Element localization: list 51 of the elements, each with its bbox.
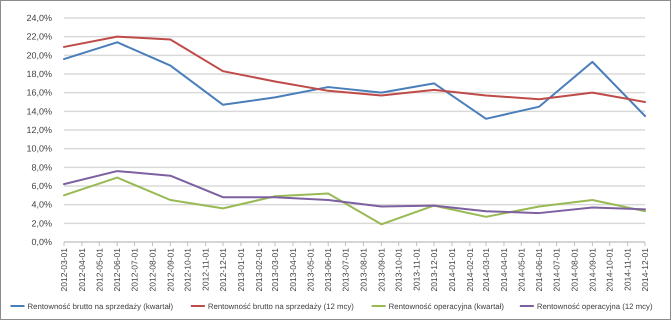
x-tick-label: 2013-03-01 bbox=[270, 248, 280, 292]
y-tick-label: 16,0% bbox=[26, 88, 52, 98]
x-tick-label: 2013-12-01 bbox=[428, 248, 439, 292]
y-tick-label: 14,0% bbox=[26, 106, 52, 116]
y-tick-label: 10,0% bbox=[26, 144, 52, 154]
x-tick-label: 2014-04-01 bbox=[498, 248, 509, 292]
x-tick-label: 2012-12-01 bbox=[218, 248, 228, 292]
line-series bbox=[63, 36, 646, 103]
x-tick-label: 2012-04-01 bbox=[76, 248, 87, 292]
line-series bbox=[63, 41, 646, 120]
y-tick-label: 6,0% bbox=[31, 181, 52, 191]
x-tick-label: 2012-06-01 bbox=[112, 248, 122, 292]
x-tick-label: 2013-11-01 bbox=[412, 248, 422, 291]
x-tick-label: 2013-08-01 bbox=[358, 248, 368, 292]
x-tick-label: 2013-01-01 bbox=[236, 248, 246, 292]
x-tick-label: 2013-05-01 bbox=[305, 248, 316, 292]
y-tick-label: 20,0% bbox=[26, 50, 52, 60]
y-tick-label: 2,0% bbox=[31, 218, 52, 228]
x-tick-label: 2014-11-01 bbox=[622, 248, 633, 291]
y-tick-label: 0,0% bbox=[31, 237, 52, 247]
y-tick-label: 18,0% bbox=[26, 69, 52, 79]
x-tick-label: 2012-08-01 bbox=[147, 248, 158, 292]
x-tick-label: 2014-09-01 bbox=[587, 248, 598, 292]
x-tick-label: 2013-04-01 bbox=[288, 248, 298, 292]
x-tick-label: 2014-08-01 bbox=[569, 248, 580, 292]
x-tick-label: 2012-11-01 bbox=[200, 248, 211, 291]
y-tick-label: 22,0% bbox=[26, 32, 52, 42]
x-tick-label: 2012-10-01 bbox=[182, 248, 193, 292]
y-tick-label: 8,0% bbox=[31, 162, 52, 172]
x-tick-label: 2012-05-01 bbox=[94, 248, 104, 292]
x-tick-label: 2013-10-01 bbox=[394, 248, 404, 292]
x-tick-label: 2013-09-01 bbox=[376, 248, 386, 292]
line-series bbox=[63, 170, 646, 214]
x-tick-label: 2014-02-01 bbox=[464, 248, 475, 292]
x-tick-label: 2014-10-01 bbox=[604, 248, 615, 292]
x-tick-label: 2014-06-01 bbox=[534, 248, 544, 292]
y-tick-label: 4,0% bbox=[31, 200, 52, 210]
x-tick-label: 2013-06-01 bbox=[323, 248, 334, 292]
x-tick-label: 2013-02-01 bbox=[254, 248, 264, 292]
y-tick-label: 24,0% bbox=[26, 13, 52, 23]
x-tick-label: 2014-12-01 bbox=[640, 248, 650, 292]
line-series bbox=[63, 176, 646, 226]
x-tick-label: 2014-03-01 bbox=[481, 248, 492, 292]
x-tick-label: 2014-05-01 bbox=[516, 248, 526, 292]
x-tick-label: 2012-07-01 bbox=[130, 248, 140, 292]
x-tick-label: 2012-03-01 bbox=[59, 248, 69, 292]
x-tick-label: 2012-09-01 bbox=[165, 248, 176, 292]
x-tick-label: 2013-07-01 bbox=[340, 248, 351, 292]
y-tick-label: 12,0% bbox=[26, 125, 52, 135]
x-tick-label: 2014-07-01 bbox=[552, 248, 562, 292]
x-tick-label: 2014-01-01 bbox=[446, 248, 457, 292]
